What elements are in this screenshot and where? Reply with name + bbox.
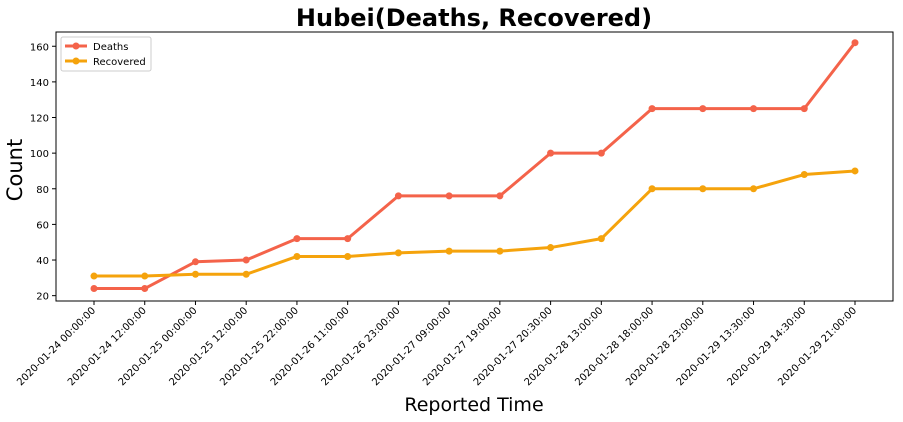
- legend-marker: [72, 57, 80, 65]
- data-point: [191, 258, 199, 266]
- data-point: [242, 270, 250, 278]
- y-tick-label: 120: [30, 114, 49, 125]
- data-point: [293, 235, 301, 243]
- series-line: [92, 169, 857, 278]
- data-point: [851, 39, 859, 47]
- data-point: [750, 185, 758, 193]
- x-axis-label: Reported Time: [404, 394, 543, 416]
- data-point: [293, 252, 301, 260]
- series-lines: [92, 41, 857, 291]
- legend: Deaths Recovered: [60, 36, 152, 72]
- data-point: [699, 105, 707, 113]
- plot-frame: [55, 31, 894, 302]
- data-point: [800, 105, 808, 113]
- data-point: [344, 252, 352, 260]
- data-point: [597, 235, 605, 243]
- y-tick-label: 140: [30, 78, 49, 89]
- y-tick-label: 80: [36, 185, 49, 196]
- y-tick-label: 40: [36, 256, 49, 267]
- y-tick-label: 160: [30, 42, 49, 53]
- data-point: [597, 149, 605, 157]
- data-point: [851, 167, 859, 175]
- data-point: [242, 256, 250, 264]
- legend-label: Deaths: [93, 42, 128, 53]
- data-point: [90, 272, 98, 280]
- data-point: [547, 149, 555, 157]
- chart-title: Hubei(Deaths, Recovered): [296, 4, 652, 32]
- data-point: [394, 192, 402, 200]
- data-point: [90, 285, 98, 293]
- data-point: [800, 171, 808, 179]
- data-point: [547, 244, 555, 252]
- y-axis: 20 40 60 80 100 120 140 160: [30, 42, 56, 303]
- data-point: [699, 185, 707, 193]
- data-point: [496, 192, 504, 200]
- legend-items: Deaths Recovered: [65, 42, 146, 68]
- data-point: [496, 247, 504, 255]
- y-tick-label: 20: [36, 292, 49, 303]
- data-point: [445, 247, 453, 255]
- y-tick-label: 100: [30, 149, 49, 160]
- data-point: [191, 270, 199, 278]
- data-point: [141, 272, 149, 280]
- data-point: [648, 105, 656, 113]
- data-point: [141, 285, 149, 293]
- y-tick-label: 60: [36, 220, 49, 231]
- data-point: [394, 249, 402, 257]
- data-point: [648, 185, 656, 193]
- y-axis-label: Count: [3, 139, 27, 201]
- series-line: [92, 41, 857, 291]
- data-point: [445, 192, 453, 200]
- data-point: [750, 105, 758, 113]
- data-point: [344, 235, 352, 243]
- legend-marker: [72, 42, 80, 50]
- series-points: [90, 39, 859, 293]
- legend-label: Recovered: [93, 57, 146, 68]
